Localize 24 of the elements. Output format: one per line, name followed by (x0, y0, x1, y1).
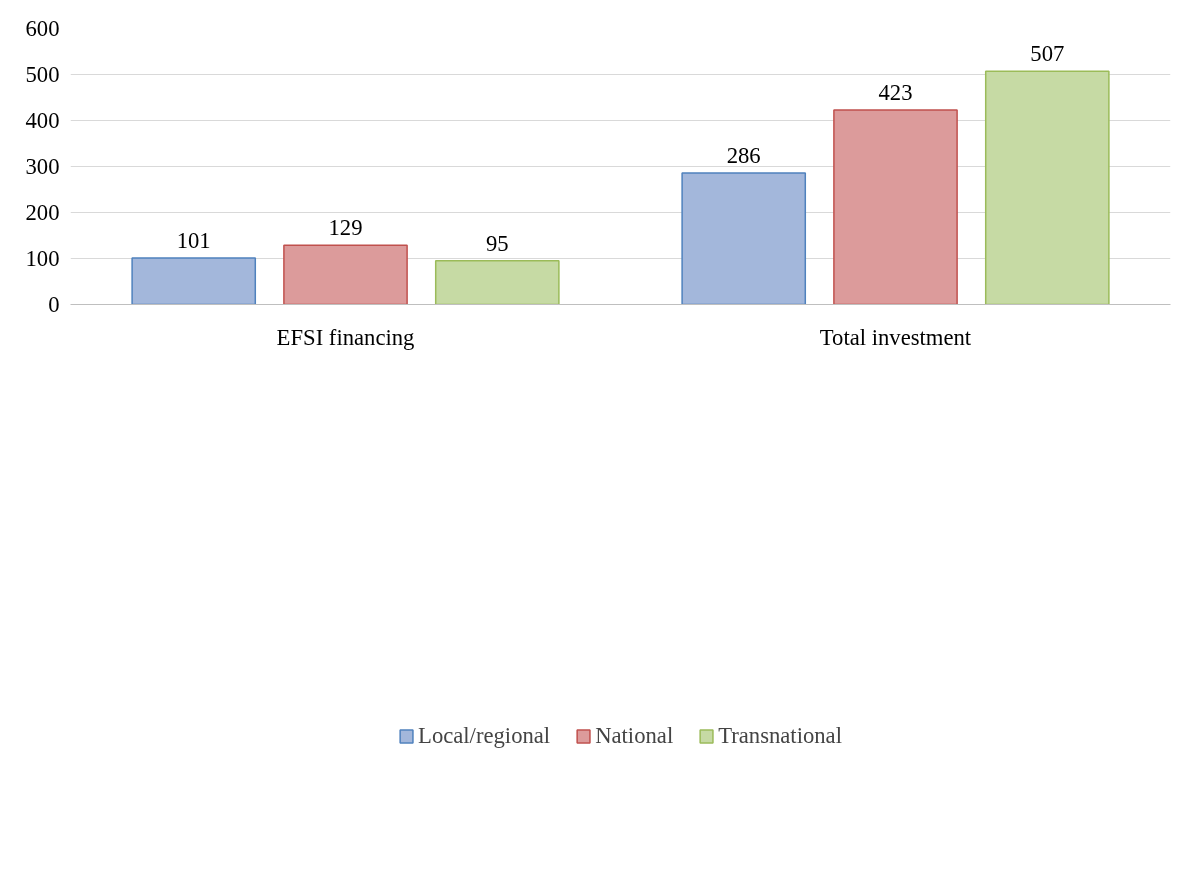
bar (984, 70, 1110, 305)
legend-label: National (595, 722, 674, 749)
bar (283, 244, 408, 305)
data-label: 286 (726, 142, 761, 168)
data-label: 129 (328, 215, 363, 241)
bar (681, 172, 807, 305)
bar (131, 257, 257, 305)
data-label: 95 (485, 230, 509, 256)
data-label: 507 (1030, 41, 1065, 67)
bar (434, 260, 560, 305)
y-tick-label: 400 (25, 108, 60, 133)
legend-label: Transnational (718, 722, 842, 749)
legend-label: Local/regional (418, 722, 551, 749)
x-tick-label: EFSI financing (276, 324, 415, 350)
bar (833, 109, 958, 305)
y-tick-label: 100 (25, 246, 60, 271)
y-tick-label: 300 (25, 154, 60, 179)
y-tick-label: 600 (25, 16, 60, 41)
data-label: 423 (878, 79, 913, 105)
y-tick-label: 200 (25, 200, 60, 225)
y-tick-label: 500 (25, 62, 60, 87)
data-label: 101 (176, 228, 211, 254)
y-tick-label: 0 (48, 292, 60, 317)
x-tick-label: Total investment (819, 324, 972, 350)
